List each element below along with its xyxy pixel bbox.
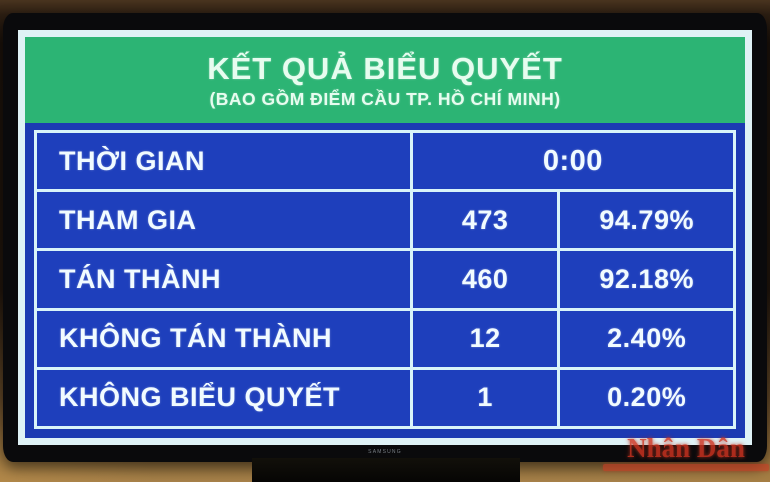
tham-gia-percent: 94.79% (599, 204, 694, 235)
khong-bieu-quyet-percent: 0.20% (607, 382, 687, 413)
row-label-khong-bieu-quyet: KHÔNG BIỂU QUYẾT (37, 369, 413, 427)
tv-stand-shadow (252, 458, 520, 482)
vote-result-body: THỜI GIAN 0:00 THAM GIA 473 94.79% TÁN T… (25, 123, 745, 438)
time-value: 0:00 (542, 144, 603, 177)
row-label-tan-thanh: TÁN THÀNH (37, 251, 413, 308)
page-title: KẾT QUẢ BIỂU QUYẾT (207, 50, 563, 86)
tan-thanh-percent: 92.18% (599, 264, 694, 294)
row-label-khong-tan-thanh: KHÔNG TÁN THÀNH (37, 310, 413, 367)
khong-tan-thanh-count: 12 (413, 310, 561, 367)
watermark-underline (603, 464, 769, 471)
vote-result-header: KẾT QUẢ BIỂU QUYẾT (BAO GỒM ĐIỂM CẦU TP.… (25, 37, 745, 123)
row-label-tham-gia: THAM GIA (37, 192, 413, 249)
table-row-tham-gia: THAM GIA 473 94.79% (37, 192, 733, 252)
tan-thanh-count: 460 (413, 251, 561, 308)
khong-tan-thanh-percent: 2.40% (607, 323, 687, 354)
table-row-tan-thanh: TÁN THÀNH 460 92.18% (37, 251, 733, 311)
screen-content: KẾT QUẢ BIỂU QUYẾT (BAO GỒM ĐIỂM CẦU TP.… (18, 30, 752, 445)
tham-gia-count: 473 (413, 192, 561, 249)
table-row-khong-bieu-quyet: KHÔNG BIỂU QUYẾT 1 0.20% (37, 369, 733, 427)
tv-frame: KẾT QUẢ BIỂU QUYẾT (BAO GỒM ĐIỂM CẦU TP.… (3, 13, 767, 462)
page-subtitle: (BAO GỒM ĐIỂM CẦU TP. HỒ CHÍ MINH) (209, 88, 561, 109)
khong-bieu-quyet-count: 1 (413, 369, 561, 427)
row-label-thoi-gian: THỜI GIAN (37, 133, 413, 190)
table-row-khong-tan-thanh: KHÔNG TÁN THÀNH 12 2.40% (37, 310, 733, 370)
vote-table: THỜI GIAN 0:00 THAM GIA 473 94.79% TÁN T… (34, 130, 736, 429)
table-row-time: THỜI GIAN 0:00 (37, 133, 733, 193)
tv-brand-logo: SAMSUNG (368, 449, 402, 455)
